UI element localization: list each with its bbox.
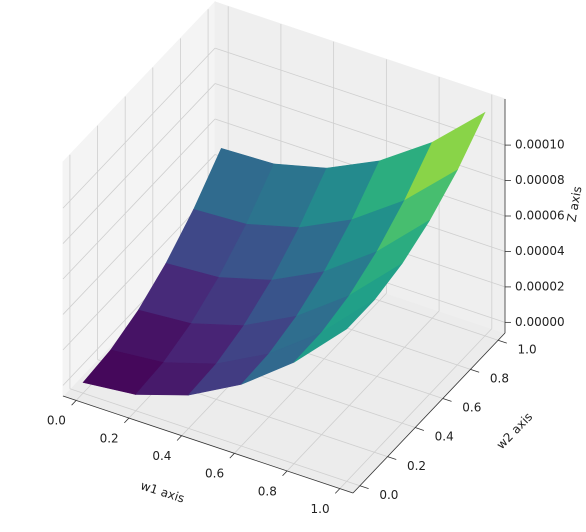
tick-mark xyxy=(359,485,369,490)
x-axis-line xyxy=(62,395,354,494)
tick-mark xyxy=(176,435,182,441)
tick-mark xyxy=(387,456,397,460)
z-tick-label: 0.00000 xyxy=(515,315,565,329)
grid-line xyxy=(62,118,216,280)
z-tick-label: 0.00006 xyxy=(515,209,565,223)
z-axis-label: Z axis xyxy=(564,185,584,223)
x-tick-label: 0.8 xyxy=(258,484,277,498)
tick-mark xyxy=(124,417,130,424)
grid-line xyxy=(286,310,440,472)
tick-mark xyxy=(415,427,425,431)
z-tick-label: 0.00008 xyxy=(515,173,565,187)
y-tick-label: 0.8 xyxy=(490,372,509,386)
x-axis-label: w1 axis xyxy=(139,478,186,505)
tick-mark xyxy=(442,398,452,402)
grid-line xyxy=(62,83,216,244)
y-tick-label: 0.2 xyxy=(407,459,426,473)
y-tick-label: 0.6 xyxy=(462,401,481,415)
tick-mark xyxy=(497,339,507,344)
tick-mark xyxy=(229,453,235,459)
x-tick-label: 1.0 xyxy=(311,502,330,516)
y-axis-line xyxy=(352,332,506,494)
y-tick-label: 1.0 xyxy=(518,342,537,356)
y-axis-label: w2 axis xyxy=(494,410,536,452)
tick-mark xyxy=(334,488,341,494)
grid-line xyxy=(62,47,216,209)
z-tick-label: 0.00010 xyxy=(515,138,565,152)
grid-line xyxy=(234,293,387,454)
tick-mark xyxy=(71,400,77,406)
tick-mark xyxy=(282,470,288,477)
z-tick-label: 0.00002 xyxy=(515,279,565,293)
grid-line xyxy=(69,388,361,487)
z-tick-label: 0.00004 xyxy=(515,244,565,258)
x-tick-label: 0.0 xyxy=(47,414,66,428)
x-tick-label: 0.2 xyxy=(100,431,119,445)
surface-face xyxy=(293,299,375,363)
tick-mark xyxy=(470,368,480,373)
grid-line xyxy=(62,154,216,315)
y-tick-label: 0.0 xyxy=(379,488,398,502)
x-tick-label: 0.6 xyxy=(205,467,224,481)
y-tick-label: 0.4 xyxy=(435,430,454,444)
x-tick-label: 0.4 xyxy=(152,449,171,463)
grid-line xyxy=(339,328,493,489)
